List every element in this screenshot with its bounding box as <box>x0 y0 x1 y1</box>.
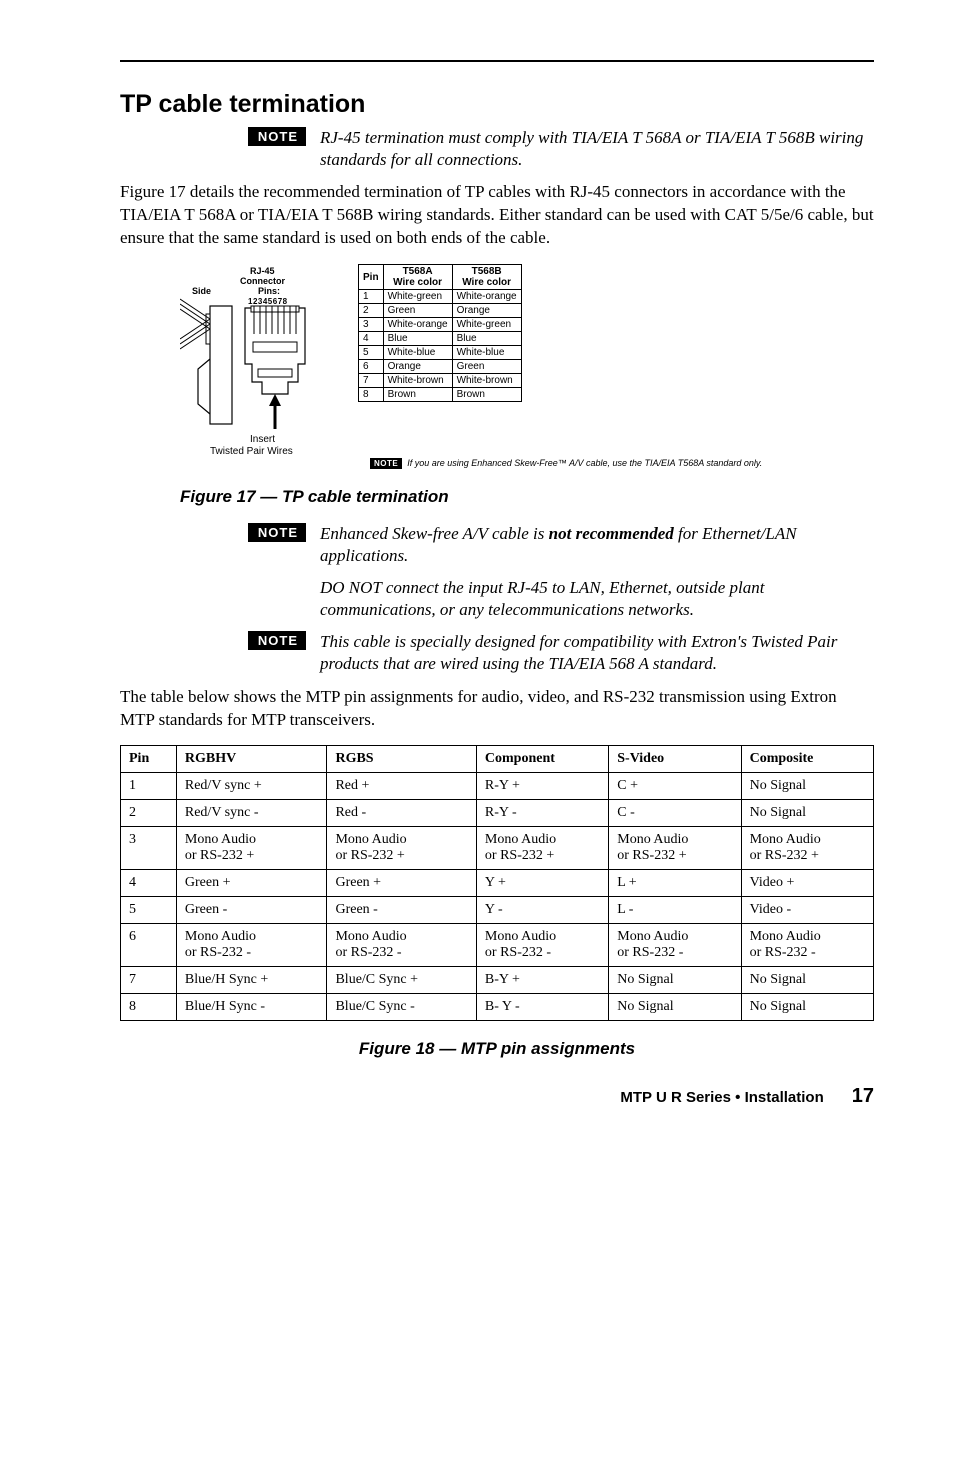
note-2: NOTE Enhanced Skew-free A/V cable is not… <box>120 523 874 567</box>
table-cell: 3 <box>121 827 177 870</box>
note-badge-3: NOTE <box>248 631 306 650</box>
pt-h0: Pin <box>121 746 177 773</box>
table-cell: 2 <box>121 800 177 827</box>
table-cell: Y - <box>476 897 608 924</box>
footer-title: MTP U R Series • Installation <box>620 1089 823 1106</box>
table-cell: No Signal <box>741 800 873 827</box>
wire-th-568b: T568BWire color <box>452 265 521 290</box>
table-cell: Green + <box>327 870 476 897</box>
note-2-text: Enhanced Skew-free A/V cable is not reco… <box>320 523 874 567</box>
note-badge-2: NOTE <box>248 523 306 542</box>
wire-th-pin: Pin <box>359 265 384 290</box>
table-cell: Mono Audioor RS-232 + <box>176 827 327 870</box>
rj45-diagram-block: RJ-45 Connector Side Pins: 12345678 <box>180 264 874 454</box>
table-cell: Video + <box>741 870 873 897</box>
pt-h2: RGBS <box>327 746 476 773</box>
table-cell: Green + <box>176 870 327 897</box>
note-1: NOTE RJ-45 termination must comply with … <box>120 127 874 171</box>
note-3-text: This cable is specially designed for com… <box>320 631 874 675</box>
note-3: NOTE This cable is specially designed fo… <box>120 631 874 675</box>
table-cell: Blue/C Sync + <box>327 967 476 994</box>
table-cell: No Signal <box>609 994 741 1021</box>
para-1: Figure 17 details the recommended termin… <box>120 181 874 250</box>
pt-h4: S-Video <box>609 746 741 773</box>
pt-h5: Composite <box>741 746 873 773</box>
pt-h1: RGBHV <box>176 746 327 773</box>
table-cell: R-Y - <box>476 800 608 827</box>
table-cell: No Signal <box>741 994 873 1021</box>
table-cell: Mono Audioor RS-232 - <box>176 924 327 967</box>
table-cell: C - <box>609 800 741 827</box>
table-cell: No Signal <box>741 967 873 994</box>
table-cell: Mono Audioor RS-232 - <box>476 924 608 967</box>
svg-text:Side: Side <box>192 286 211 296</box>
note-1-text: RJ-45 termination must comply with TIA/E… <box>320 127 874 171</box>
table-cell: Mono Audioor RS-232 + <box>476 827 608 870</box>
rj45-connector-svg: RJ-45 Connector Side Pins: 12345678 <box>180 264 340 454</box>
table-cell: 8 <box>121 994 177 1021</box>
svg-text:Insert: Insert <box>250 434 275 445</box>
svg-text:Twisted Pair Wires: Twisted Pair Wires <box>210 446 293 454</box>
para-2: The table below shows the MTP pin assign… <box>120 686 874 732</box>
table-cell: Mono Audioor RS-232 + <box>327 827 476 870</box>
footer: MTP U R Series • Installation 17 <box>120 1085 874 1108</box>
table-cell: B- Y - <box>476 994 608 1021</box>
note-badge-col-2: NOTE <box>120 523 320 542</box>
page: TP cable termination NOTE RJ-45 terminat… <box>0 0 954 1158</box>
table-cell: Mono Audioor RS-232 - <box>741 924 873 967</box>
pin-assignment-table: Pin RGBHV RGBS Component S-Video Composi… <box>120 745 874 1021</box>
svg-text:Pins:: Pins: <box>258 286 280 296</box>
table-cell: Y + <box>476 870 608 897</box>
note-badge-col-3: NOTE <box>120 631 320 650</box>
wire-footnote-text: If you are using Enhanced Skew-Free™ A/V… <box>407 458 762 469</box>
table-cell: Mono Audioor RS-232 - <box>609 924 741 967</box>
table-cell: Mono Audioor RS-232 + <box>741 827 873 870</box>
svg-text:Connector: Connector <box>240 276 285 286</box>
note-badge-col: NOTE <box>120 127 320 146</box>
pin-tbody: 1Red/V sync +Red +R-Y +C +No Signal2Red/… <box>121 773 874 1021</box>
table-cell: Mono Audioor RS-232 - <box>327 924 476 967</box>
table-cell: Red/V sync + <box>176 773 327 800</box>
footer-page: 17 <box>852 1085 874 1108</box>
table-cell: Red + <box>327 773 476 800</box>
table-cell: Red - <box>327 800 476 827</box>
table-cell: 4 <box>121 870 177 897</box>
table-cell: Video - <box>741 897 873 924</box>
table-cell: No Signal <box>741 773 873 800</box>
table-cell: Green - <box>176 897 327 924</box>
table-cell: 6 <box>121 924 177 967</box>
table-cell: R-Y + <box>476 773 608 800</box>
top-rule <box>120 60 874 62</box>
table-cell: 5 <box>121 897 177 924</box>
table-cell: 7 <box>121 967 177 994</box>
table-cell: Blue/H Sync - <box>176 994 327 1021</box>
table-cell: Blue/C Sync - <box>327 994 476 1021</box>
wire-tbody: 1White-greenWhite-orange 2GreenOrange 3W… <box>359 290 522 402</box>
note-2c: DO NOT connect the input RJ-45 to LAN, E… <box>320 577 874 621</box>
wire-color-table: Pin T568AWire color T568BWire color 1Whi… <box>358 264 522 402</box>
table-cell: B-Y + <box>476 967 608 994</box>
svg-text:RJ-45: RJ-45 <box>250 266 275 276</box>
note-badge-small: NOTE <box>370 458 402 469</box>
wire-footnote: NOTE If you are using Enhanced Skew-Free… <box>370 458 874 469</box>
wire-th-568a: T568AWire color <box>383 265 452 290</box>
fig18-caption: Figure 18 — MTP pin assignments <box>120 1039 874 1059</box>
pt-h3: Component <box>476 746 608 773</box>
table-cell: 1 <box>121 773 177 800</box>
table-cell: L + <box>609 870 741 897</box>
table-cell: No Signal <box>609 967 741 994</box>
table-cell: C + <box>609 773 741 800</box>
table-cell: Green - <box>327 897 476 924</box>
table-cell: L - <box>609 897 741 924</box>
table-cell: Blue/H Sync + <box>176 967 327 994</box>
table-cell: Mono Audioor RS-232 + <box>609 827 741 870</box>
svg-text:12345678: 12345678 <box>248 297 288 306</box>
fig17-caption: Figure 17 — TP cable termination <box>180 487 874 507</box>
table-cell: Red/V sync - <box>176 800 327 827</box>
note-badge: NOTE <box>248 127 306 146</box>
section-title: TP cable termination <box>120 90 874 119</box>
